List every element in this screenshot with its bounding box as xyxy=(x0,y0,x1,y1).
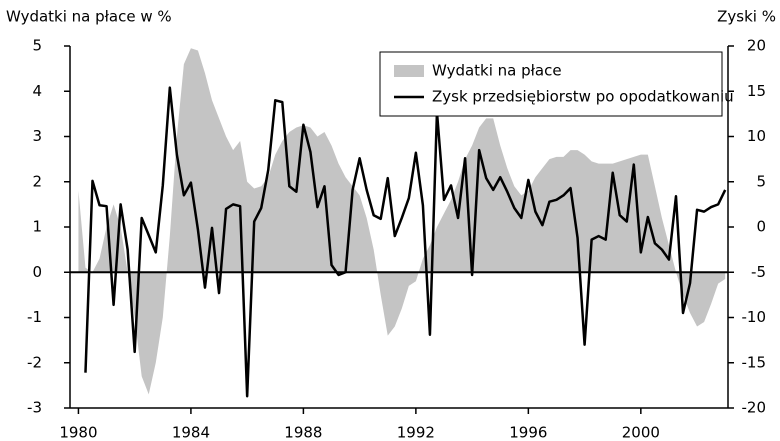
y-tick-label: 3 xyxy=(32,127,42,145)
y2-tick-label: 5 xyxy=(756,172,766,190)
x-tick-label: 1988 xyxy=(284,424,322,441)
y2-tick-label: 0 xyxy=(756,218,766,236)
line xyxy=(84,86,727,398)
y2-tick-label: 20 xyxy=(747,37,766,55)
legend-label: Wydatki na płace xyxy=(432,62,562,80)
x-tick-label: 1984 xyxy=(172,424,210,441)
y-tick-label: 2 xyxy=(32,172,42,190)
y-axis-title: Wydatki na płace w % xyxy=(6,8,172,26)
y2-tick-label: -20 xyxy=(742,399,767,417)
y-tick-label: 1 xyxy=(32,218,42,236)
y2-tick-label: 15 xyxy=(747,82,766,100)
legend-swatch xyxy=(394,65,424,77)
y2-tick-label: -10 xyxy=(742,308,767,326)
x-tick-label: 1992 xyxy=(397,424,435,441)
y2-tick-label: -15 xyxy=(742,353,767,371)
y-tick-label: -3 xyxy=(27,399,42,417)
y2-tick-label: -5 xyxy=(751,263,766,281)
y-tick-label: 4 xyxy=(32,82,42,100)
area xyxy=(78,48,726,395)
legend-label: Zysk przedsiębiorstw po opodatkowaniu xyxy=(432,88,734,106)
x-tick-label: 1996 xyxy=(509,424,547,441)
legend-box xyxy=(379,51,723,117)
y-tick-label: 0 xyxy=(32,263,42,281)
x-tick-label: 1980 xyxy=(59,424,97,441)
y-tick-label: -2 xyxy=(27,353,42,371)
y2-tick-label: 10 xyxy=(747,127,766,145)
y-tick-label: -1 xyxy=(27,308,42,326)
x-tick-label: 2000 xyxy=(622,424,660,441)
y2-axis-title: Zyski % xyxy=(717,8,776,26)
y-tick-label: 5 xyxy=(32,37,42,55)
